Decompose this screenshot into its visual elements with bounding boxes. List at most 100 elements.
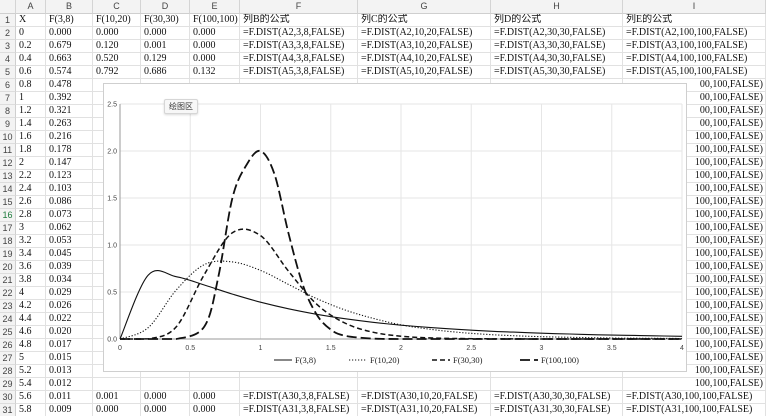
row-header-8[interactable]: 8	[0, 105, 16, 118]
cell[interactable]: F(30,30)	[141, 14, 190, 27]
cell[interactable]: 0.045	[46, 248, 93, 261]
cell[interactable]: 0.132	[190, 66, 240, 79]
row-header-21[interactable]: 21	[0, 274, 16, 287]
cell[interactable]: 0.012	[46, 378, 93, 391]
cell[interactable]: 0.216	[46, 131, 93, 144]
cell[interactable]: 5.6	[16, 391, 46, 404]
cell[interactable]: =F.DIST(A2,30,30,FALSE)	[491, 27, 623, 40]
cell[interactable]: 0.000	[190, 40, 240, 53]
cell[interactable]: 0.086	[46, 196, 93, 209]
cell[interactable]: 0.015	[46, 352, 93, 365]
cell[interactable]: 0.4	[16, 53, 46, 66]
row-header-15[interactable]: 15	[0, 196, 16, 209]
cell[interactable]: =F.DIST(A30,100,100,FALSE)	[623, 391, 766, 404]
cell[interactable]: 0.017	[46, 339, 93, 352]
cell[interactable]: 4.4	[16, 313, 46, 326]
cell[interactable]: 100,100,FALSE)	[623, 378, 766, 391]
cell[interactable]: =F.DIST(A5,10,20,FALSE)	[358, 66, 491, 79]
cell[interactable]: 列B的公式	[240, 14, 358, 27]
cell[interactable]: 0.8	[16, 79, 46, 92]
cell[interactable]: =F.DIST(A5,3,8,FALSE)	[240, 66, 358, 79]
cell[interactable]: 0.129	[141, 53, 190, 66]
row-header-29[interactable]: 29	[0, 378, 16, 391]
cell[interactable]: 1.2	[16, 105, 46, 118]
row-header-11[interactable]: 11	[0, 144, 16, 157]
cell[interactable]: 0.6	[16, 66, 46, 79]
cell[interactable]: =F.DIST(A31,30,30,FALSE)	[491, 404, 623, 416]
cell[interactable]: 2.8	[16, 209, 46, 222]
cell[interactable]: 4.6	[16, 326, 46, 339]
column-header-a[interactable]: A	[16, 0, 46, 14]
row-header-4[interactable]: 4	[0, 53, 16, 66]
row-header-6[interactable]: 6	[0, 79, 16, 92]
row-header-24[interactable]: 24	[0, 313, 16, 326]
row-header-27[interactable]: 27	[0, 352, 16, 365]
column-header-h[interactable]: H	[491, 0, 623, 14]
cell[interactable]: 3.8	[16, 274, 46, 287]
cell[interactable]: 0.574	[46, 66, 93, 79]
cell[interactable]: 2.4	[16, 183, 46, 196]
cell[interactable]	[491, 378, 623, 391]
cell[interactable]: 1.6	[16, 131, 46, 144]
cell[interactable]: =F.DIST(A2,3,8,FALSE)	[240, 27, 358, 40]
row-header-7[interactable]: 7	[0, 92, 16, 105]
row-header-18[interactable]: 18	[0, 235, 16, 248]
row-header-22[interactable]: 22	[0, 287, 16, 300]
cell[interactable]: 2	[16, 157, 46, 170]
row-header-17[interactable]: 17	[0, 222, 16, 235]
row-header-2[interactable]: 2	[0, 27, 16, 40]
cell[interactable]: 列C的公式	[358, 14, 491, 27]
row-header-31[interactable]: 31	[0, 404, 16, 416]
cell[interactable]: =F.DIST(A31,3,8,FALSE)	[240, 404, 358, 416]
row-header-28[interactable]: 28	[0, 365, 16, 378]
cell[interactable]	[358, 378, 491, 391]
cell[interactable]: 0.011	[46, 391, 93, 404]
cell[interactable]: 0.000	[190, 391, 240, 404]
cell[interactable]	[141, 378, 190, 391]
cell[interactable]: F(3,8)	[46, 14, 93, 27]
cell[interactable]: =F.DIST(A4,30,30,FALSE)	[491, 53, 623, 66]
cell[interactable]: 0.029	[46, 287, 93, 300]
column-header-e[interactable]: E	[190, 0, 240, 14]
cell[interactable]: 2.6	[16, 196, 46, 209]
cell[interactable]: 0.073	[46, 209, 93, 222]
cell[interactable]	[93, 378, 141, 391]
row-header-5[interactable]: 5	[0, 66, 16, 79]
cell[interactable]: 0.001	[93, 391, 141, 404]
row-header-13[interactable]: 13	[0, 170, 16, 183]
cell[interactable]: 0.026	[46, 300, 93, 313]
cell[interactable]: 0.178	[46, 144, 93, 157]
cell[interactable]: 0.000	[46, 27, 93, 40]
cell[interactable]	[190, 378, 240, 391]
column-header-c[interactable]: C	[93, 0, 141, 14]
cell[interactable]: 0.062	[46, 222, 93, 235]
row-header-9[interactable]: 9	[0, 118, 16, 131]
cell[interactable]: =F.DIST(A2,100,100,FALSE)	[623, 27, 766, 40]
cell[interactable]: 0.013	[46, 365, 93, 378]
cell[interactable]: =F.DIST(A3,100,100,FALSE)	[623, 40, 766, 53]
cell[interactable]: 3.6	[16, 261, 46, 274]
row-header-10[interactable]: 10	[0, 131, 16, 144]
cell[interactable]: 4.2	[16, 300, 46, 313]
cell[interactable]: =F.DIST(A2,10,20,FALSE)	[358, 27, 491, 40]
cell[interactable]: 0.2	[16, 40, 46, 53]
cell[interactable]: 0.792	[93, 66, 141, 79]
cell[interactable]: 0.520	[93, 53, 141, 66]
cell[interactable]: 0.020	[46, 326, 93, 339]
cell[interactable]: 0.321	[46, 105, 93, 118]
cell[interactable]: 0.663	[46, 53, 93, 66]
cell[interactable]: 0.039	[46, 261, 93, 274]
cell[interactable]: F(10,20)	[93, 14, 141, 27]
cell[interactable]: 0.263	[46, 118, 93, 131]
cell[interactable]: =F.DIST(A3,3,8,FALSE)	[240, 40, 358, 53]
row-header-3[interactable]: 3	[0, 40, 16, 53]
row-header-30[interactable]: 30	[0, 391, 16, 404]
cell[interactable]: 0.000	[190, 53, 240, 66]
chart-area[interactable]: 0 0.5 1 1.5 2 2.5 3 3.5 4 0.0 0.5 1.0 1.5 2.0 2.5 F(3,8…	[103, 83, 687, 372]
cell[interactable]: 1.8	[16, 144, 46, 157]
cell[interactable]: =F.DIST(A30,10,20,FALSE)	[358, 391, 491, 404]
cell[interactable]: 3.4	[16, 248, 46, 261]
cell[interactable]: 0.009	[46, 404, 93, 416]
cell[interactable]: =F.DIST(A4,3,8,FALSE)	[240, 53, 358, 66]
cell[interactable]: 0.000	[141, 404, 190, 416]
